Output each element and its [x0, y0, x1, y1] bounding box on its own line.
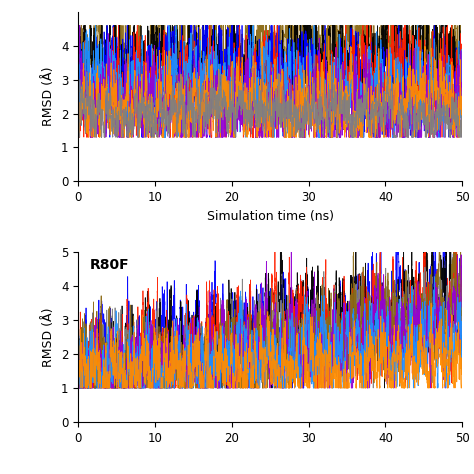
Y-axis label: RMSD (Å): RMSD (Å): [43, 308, 55, 367]
X-axis label: Simulation time (ns): Simulation time (ns): [207, 210, 334, 223]
Y-axis label: RMSD (Å): RMSD (Å): [43, 67, 55, 126]
Text: R80F: R80F: [90, 257, 129, 272]
